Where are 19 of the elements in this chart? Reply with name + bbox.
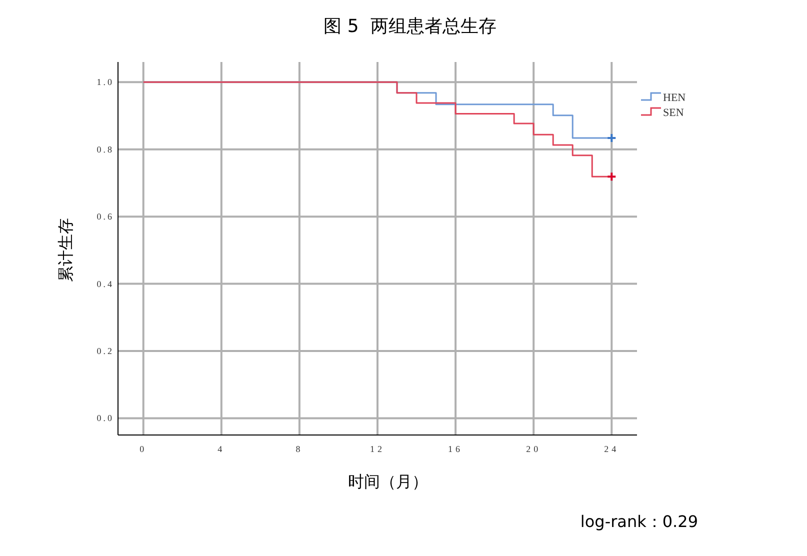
x-tick-label: 20 <box>526 444 542 454</box>
chart-title: 图 5 两组患者总生存 <box>324 16 496 37</box>
text: log-rank：0.29 <box>580 512 698 531</box>
legend-label: HEN <box>663 92 686 104</box>
y-tick-label: 0.4 <box>96 278 114 289</box>
x-tick-label: 0 <box>140 444 148 454</box>
y-tick-label: 0.0 <box>96 413 114 424</box>
y-tick-label: 0.2 <box>96 346 114 356</box>
x-tick-label: 24 <box>604 444 620 454</box>
y-tick-label: 0.6 <box>96 212 114 222</box>
y-axis-title: 累计生存 <box>56 218 75 282</box>
x-tick-label: 8 <box>296 444 304 454</box>
x-tick-label: 12 <box>370 444 385 454</box>
y-tick-label: 1.0 <box>96 77 114 88</box>
y-tick-label: 0.8 <box>96 144 114 154</box>
x-axis-title: 时间（月） <box>348 472 428 491</box>
x-tick-label: 4 <box>218 444 226 454</box>
legend-label: SEN <box>663 107 684 119</box>
x-tick-label: 16 <box>448 444 464 454</box>
